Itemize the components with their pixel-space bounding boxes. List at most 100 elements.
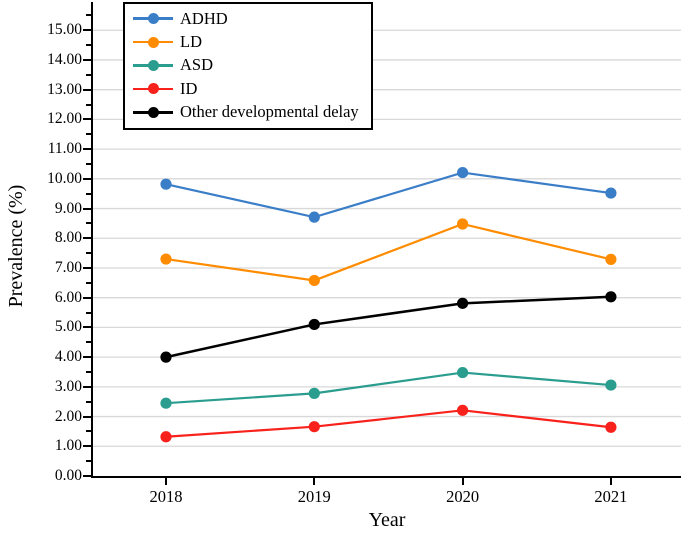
y-tick-label: 7.00	[54, 258, 82, 276]
x-tick	[313, 478, 316, 485]
y-minor-tick	[86, 281, 91, 284]
legend-marker-dot	[147, 59, 159, 71]
data-point	[457, 297, 469, 309]
y-major-tick	[83, 148, 91, 151]
data-point	[457, 166, 469, 179]
legend: ADHD LD ASD ID Other developmental delay	[123, 2, 373, 130]
y-major-tick	[83, 58, 91, 61]
data-point	[605, 291, 617, 303]
legend-item: Other developmental delay	[133, 101, 359, 124]
y-tick-label: 0.00	[54, 467, 82, 484]
y-major-tick	[83, 415, 91, 418]
y-major-tick	[83, 445, 91, 448]
data-point	[605, 187, 617, 199]
data-point	[308, 318, 320, 331]
y-minor-tick	[86, 162, 91, 165]
legend-line-dot-marker	[133, 12, 173, 26]
legend-item: ADHD	[133, 7, 359, 30]
legend-marker-dot	[147, 13, 159, 25]
y-tick-label: 6.00	[54, 288, 82, 306]
legend-item: LD	[133, 30, 359, 53]
data-point	[308, 274, 320, 287]
data-point	[605, 379, 617, 391]
y-major-tick	[83, 177, 91, 180]
data-point	[605, 421, 617, 433]
x-tick	[609, 478, 612, 485]
data-point	[160, 253, 172, 265]
data-point	[457, 366, 469, 379]
y-tick-label: 10.00	[47, 169, 82, 187]
data-point	[308, 211, 320, 223]
y-minor-tick	[86, 73, 91, 76]
data-point	[308, 387, 320, 399]
y-tick-label: 11.00	[47, 140, 82, 158]
legend-line-dot-marker	[133, 58, 173, 72]
y-major-tick	[83, 207, 91, 210]
y-tick-label: 5.00	[54, 318, 82, 336]
y-minor-tick	[86, 311, 91, 314]
data-point	[160, 178, 172, 190]
y-minor-tick	[86, 430, 91, 433]
y-major-tick	[83, 29, 91, 32]
y-tick-label: 8.00	[54, 229, 82, 247]
legend-label: Other developmental delay	[180, 102, 359, 122]
y-minor-tick	[86, 460, 91, 463]
data-point	[605, 253, 617, 265]
y-minor-tick	[86, 222, 91, 225]
legend-marker-dot	[147, 106, 159, 118]
y-major-tick	[83, 118, 91, 121]
x-tick-label: 2020	[446, 487, 480, 506]
legend-line-dot-marker	[133, 35, 173, 49]
legend-item: ASD	[133, 54, 359, 77]
y-tick-label: 1.00	[54, 437, 82, 455]
series-line	[165, 295, 611, 359]
data-point	[160, 397, 172, 409]
y-tick-label: 15.00	[47, 21, 82, 39]
y-tick-label: 12.00	[47, 110, 82, 128]
y-major-tick	[83, 296, 91, 299]
y-tick-label: 9.00	[54, 199, 82, 217]
y-minor-tick	[86, 252, 91, 255]
series-line	[165, 222, 612, 282]
legend-line-dot-marker	[133, 82, 173, 96]
x-tick-label: 2019	[297, 487, 331, 506]
y-tick-label: 14.00	[47, 50, 82, 68]
legend-label: ID	[180, 78, 198, 98]
legend-label: LD	[180, 32, 202, 52]
y-major-tick	[83, 326, 91, 329]
data-point	[457, 404, 469, 416]
y-minor-tick	[86, 400, 91, 403]
y-tick-label: 4.00	[54, 348, 82, 366]
legend-marker-dot	[147, 83, 159, 95]
series-line	[165, 171, 612, 219]
y-tick-label: 13.00	[47, 80, 82, 98]
y-major-tick	[83, 356, 91, 359]
x-tick-label: 2021	[594, 487, 628, 506]
legend-line-dot-marker	[133, 105, 173, 119]
legend-item: ID	[133, 77, 359, 100]
x-axis-title: Year	[368, 509, 406, 531]
y-major-tick	[83, 385, 91, 388]
legend-label: ADHD	[180, 8, 228, 28]
series-line	[165, 371, 611, 405]
x-tick	[461, 478, 464, 485]
y-minor-tick	[86, 192, 91, 195]
y-major-tick	[83, 266, 91, 269]
data-point	[457, 218, 469, 230]
y-minor-tick	[86, 44, 91, 47]
y-tick-label: 3.00	[54, 377, 82, 395]
series-line	[165, 409, 612, 438]
legend-label: ASD	[180, 55, 214, 75]
x-tick-label: 2018	[149, 487, 183, 506]
y-major-tick	[83, 237, 91, 240]
x-tick	[165, 478, 167, 485]
y-tick-label: 2.00	[54, 407, 82, 425]
data-point	[160, 431, 172, 443]
y-minor-tick	[86, 370, 91, 373]
y-minor-tick	[86, 133, 91, 136]
y-major-tick	[83, 88, 91, 91]
legend-marker-dot	[147, 36, 159, 48]
y-minor-tick	[86, 341, 91, 344]
y-minor-tick	[86, 103, 91, 106]
